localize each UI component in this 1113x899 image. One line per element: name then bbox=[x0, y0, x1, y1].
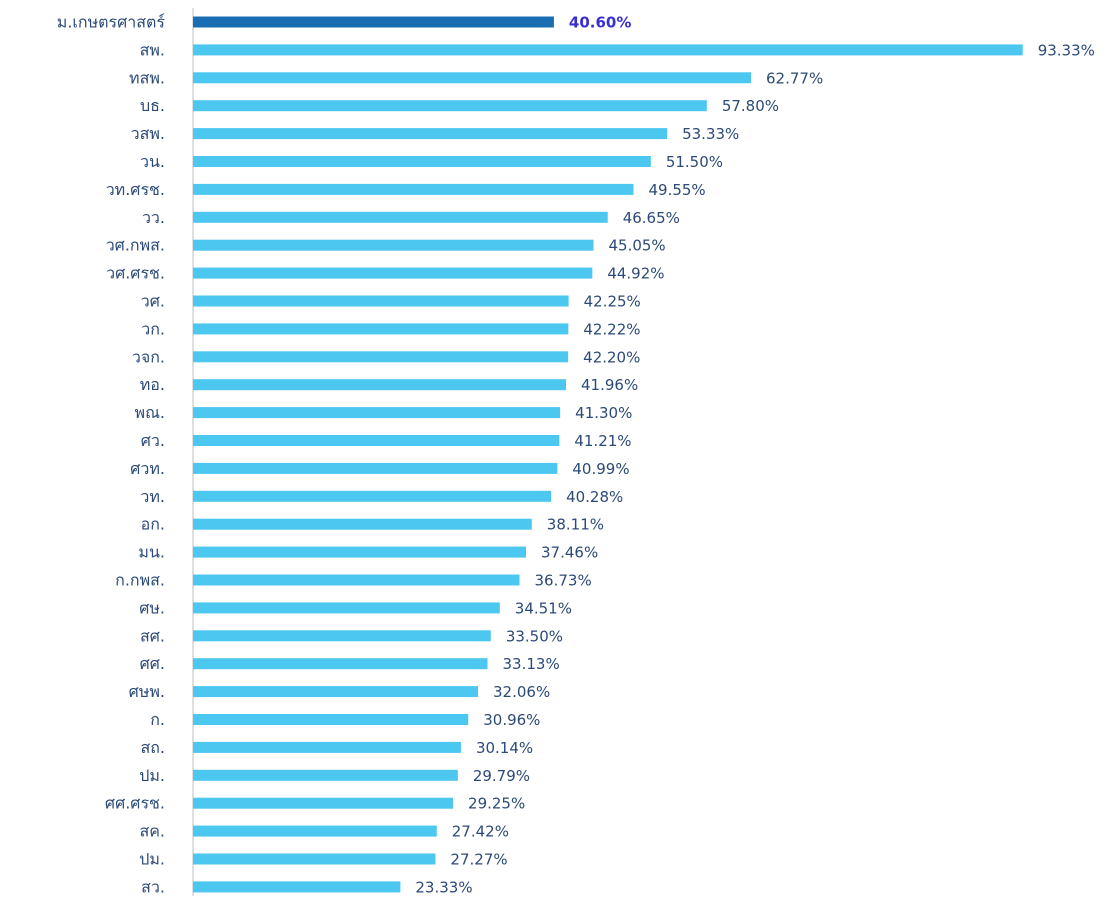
category-label: วท. bbox=[140, 487, 165, 506]
category-label: ศวท. bbox=[130, 459, 165, 478]
category-label: สค. bbox=[139, 822, 165, 841]
category-label: ศว. bbox=[141, 431, 165, 450]
bar bbox=[193, 239, 594, 251]
value-label: 93.33% bbox=[1038, 41, 1095, 59]
bar bbox=[193, 156, 651, 167]
bar bbox=[193, 853, 436, 865]
category-label: อก. bbox=[141, 515, 165, 534]
bar bbox=[193, 128, 668, 140]
value-label: 30.96% bbox=[483, 711, 540, 729]
bar bbox=[193, 379, 567, 391]
category-label: ทสพ. bbox=[129, 68, 165, 87]
value-label: 37.46% bbox=[541, 544, 598, 562]
value-label: 42.22% bbox=[583, 320, 640, 338]
category-label: วศ.กพส. bbox=[106, 236, 165, 255]
value-label: 41.30% bbox=[575, 404, 632, 422]
bar bbox=[193, 407, 561, 419]
bar bbox=[193, 211, 608, 223]
category-label: ศษพ. bbox=[129, 682, 165, 701]
bar bbox=[193, 490, 552, 502]
bar bbox=[193, 741, 461, 753]
value-label: 46.65% bbox=[623, 209, 680, 227]
bar bbox=[193, 183, 634, 195]
value-label: 45.05% bbox=[608, 237, 665, 255]
bar bbox=[193, 630, 491, 642]
bar bbox=[193, 574, 520, 586]
value-label: 44.92% bbox=[607, 265, 664, 283]
bar bbox=[193, 546, 527, 558]
bar bbox=[193, 462, 558, 474]
value-label: 40.99% bbox=[572, 460, 629, 478]
category-label: วก. bbox=[141, 319, 165, 338]
category-label: ก. bbox=[150, 710, 165, 729]
category-label: วจก. bbox=[132, 347, 165, 366]
value-label: 32.06% bbox=[493, 683, 550, 701]
category-label: สถ. bbox=[140, 738, 165, 757]
value-label: 33.13% bbox=[503, 655, 560, 673]
category-label: สว. bbox=[141, 877, 165, 896]
bar bbox=[193, 602, 500, 614]
value-label: 30.14% bbox=[476, 739, 533, 757]
value-label: 53.33% bbox=[682, 125, 739, 143]
bar bbox=[193, 72, 752, 84]
value-label: 29.25% bbox=[468, 795, 525, 813]
value-label: 42.20% bbox=[583, 348, 640, 366]
category-label: ศศ. bbox=[140, 654, 165, 673]
bar bbox=[193, 769, 458, 781]
bar bbox=[193, 44, 1023, 56]
category-label: วว. bbox=[142, 208, 165, 227]
category-label: บธ. bbox=[140, 96, 165, 115]
category-label: วศ.ศรช. bbox=[106, 264, 165, 283]
bar bbox=[193, 295, 569, 307]
value-label: 51.50% bbox=[666, 153, 723, 171]
value-label: 57.80% bbox=[722, 97, 779, 115]
value-label: 41.96% bbox=[581, 376, 638, 394]
bar bbox=[193, 686, 479, 698]
bar bbox=[193, 797, 454, 809]
category-label: สพ. bbox=[140, 40, 165, 59]
bar bbox=[193, 435, 560, 446]
value-label: 40.28% bbox=[566, 488, 623, 506]
value-label: 38.11% bbox=[547, 516, 604, 534]
category-label: วศ. bbox=[141, 292, 165, 311]
value-label: 29.79% bbox=[473, 767, 530, 785]
category-label: ศษ. bbox=[139, 598, 165, 617]
bar bbox=[193, 351, 569, 363]
value-label: 34.51% bbox=[515, 599, 572, 617]
value-label: 62.77% bbox=[766, 69, 823, 87]
value-label: 27.27% bbox=[450, 851, 507, 869]
category-label: ศศ.ศรช. bbox=[105, 794, 165, 813]
category-label: ก.กพส. bbox=[115, 571, 165, 590]
value-label: 36.73% bbox=[535, 572, 592, 590]
bar bbox=[193, 881, 401, 893]
category-label: วสพ. bbox=[131, 124, 165, 143]
bar bbox=[193, 100, 707, 112]
bar bbox=[193, 16, 554, 28]
category-label: วท.ศรช. bbox=[106, 180, 165, 199]
bar bbox=[193, 323, 569, 335]
category-label: สศ. bbox=[140, 626, 165, 645]
value-label: 40.60% bbox=[569, 14, 631, 32]
value-label: 27.42% bbox=[452, 823, 509, 841]
category-label: พณ. bbox=[135, 403, 165, 422]
bar bbox=[193, 658, 488, 670]
category-label: มน. bbox=[138, 543, 165, 562]
category-label: ปม. bbox=[139, 766, 165, 785]
value-label: 49.55% bbox=[648, 181, 705, 199]
bar bbox=[193, 825, 437, 837]
value-label: 23.33% bbox=[415, 878, 472, 896]
value-label: 41.21% bbox=[574, 432, 631, 450]
bar bbox=[193, 714, 469, 725]
value-label: 42.25% bbox=[584, 293, 641, 311]
category-label: ปม. bbox=[139, 850, 165, 869]
bar bbox=[193, 267, 593, 279]
value-label: 33.50% bbox=[506, 627, 563, 645]
category-label: ม.เกษตรศาสตร์ bbox=[57, 13, 166, 32]
category-label: วน. bbox=[140, 152, 165, 171]
category-label: ทอ. bbox=[140, 375, 165, 394]
bar bbox=[193, 518, 532, 530]
